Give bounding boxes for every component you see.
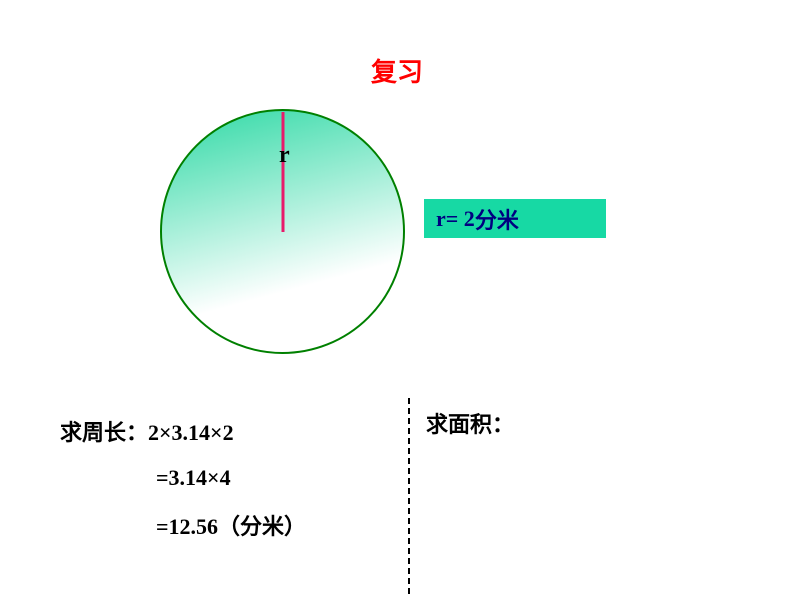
radius-var: r xyxy=(436,206,446,232)
radius-unit: 分米 xyxy=(475,203,519,235)
radius-line xyxy=(281,112,284,232)
radius-value-box: r = 2分米 xyxy=(424,199,606,238)
radius-eq: = 2 xyxy=(446,206,475,232)
perimeter-expr-2: =3.14×4 xyxy=(156,465,306,491)
perimeter-expr-3-num: =12.56 xyxy=(156,514,218,539)
perimeter-block: 求周长： 2×3.14×2 =3.14×4 =12.56（分米） xyxy=(60,415,306,541)
radius-label: r xyxy=(279,142,290,169)
area-label: 求面积： xyxy=(426,407,514,439)
perimeter-label: 求周长： xyxy=(60,415,148,447)
page-title: 复习 xyxy=(371,52,423,89)
perimeter-expr-1: 2×3.14×2 xyxy=(148,420,234,446)
vertical-divider xyxy=(408,398,410,594)
perimeter-expr-3-unit: （分米） xyxy=(218,514,306,539)
